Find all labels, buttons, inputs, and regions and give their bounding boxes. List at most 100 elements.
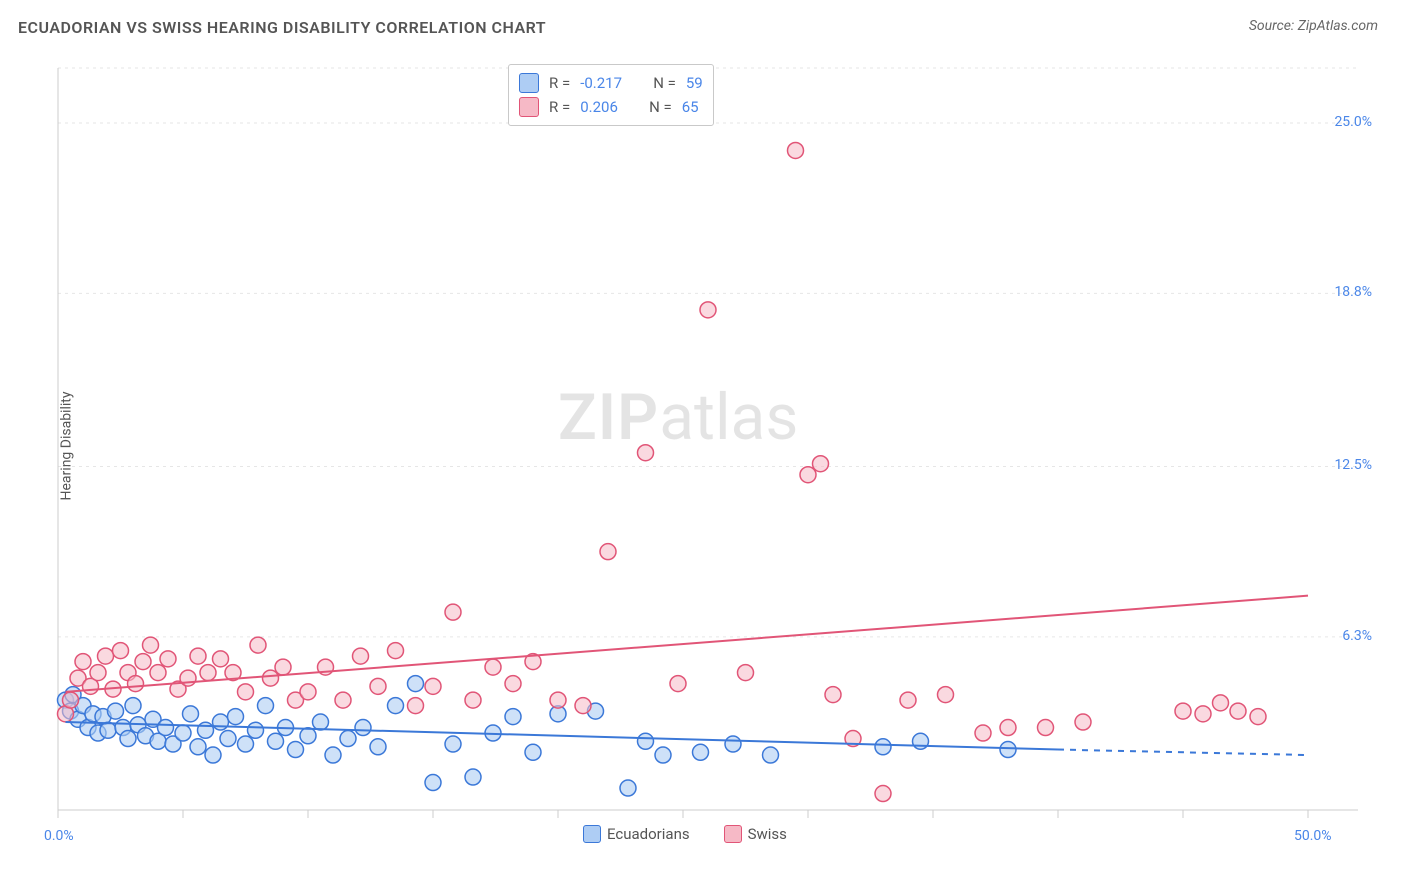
scatter-point bbox=[248, 722, 264, 738]
scatter-point bbox=[125, 698, 141, 714]
scatter-point bbox=[340, 731, 356, 747]
scatter-point bbox=[700, 302, 716, 318]
scatter-point bbox=[238, 736, 254, 752]
scatter-point bbox=[800, 467, 816, 483]
chart-title: ECUADORIAN VS SWISS HEARING DISABILITY C… bbox=[18, 18, 546, 37]
scatter-point bbox=[388, 698, 404, 714]
scatter-point bbox=[370, 678, 386, 694]
stats-r-value: 0.206 bbox=[580, 95, 618, 119]
scatter-point bbox=[75, 654, 91, 670]
scatter-point bbox=[258, 698, 274, 714]
y-tick-label: 25.0% bbox=[1334, 114, 1372, 130]
stats-row: R = -0.217 N = 59 bbox=[519, 71, 703, 95]
scatter-point bbox=[158, 720, 174, 736]
scatter-point bbox=[190, 648, 206, 664]
scatter-point bbox=[485, 659, 501, 675]
scatter-point bbox=[213, 714, 229, 730]
scatter-point bbox=[425, 678, 441, 694]
legend-label: Ecuadorians bbox=[607, 825, 690, 843]
scatter-point bbox=[975, 725, 991, 741]
source-name: ZipAtlas.com bbox=[1298, 18, 1378, 34]
scatter-point bbox=[875, 786, 891, 802]
scatter-point bbox=[1230, 703, 1246, 719]
trend-line-extrap bbox=[1058, 750, 1308, 755]
correlation-stats-box: R = -0.217 N = 59R = 0.206 N = 65 bbox=[508, 64, 714, 126]
scatter-point bbox=[63, 692, 79, 708]
legend-swatch bbox=[519, 97, 539, 117]
scatter-point bbox=[150, 665, 166, 681]
scatter-point bbox=[98, 648, 114, 664]
scatter-point bbox=[638, 733, 654, 749]
scatter-point bbox=[875, 739, 891, 755]
scatter-point bbox=[670, 676, 686, 692]
scatter-point bbox=[228, 709, 244, 725]
scatter-point bbox=[1038, 720, 1054, 736]
scatter-point bbox=[1175, 703, 1191, 719]
scatter-point bbox=[913, 733, 929, 749]
stats-r-value: -0.217 bbox=[580, 71, 622, 95]
scatter-point bbox=[198, 722, 214, 738]
series-legend: EcuadoriansSwiss bbox=[583, 824, 821, 843]
scatter-point bbox=[575, 698, 591, 714]
scatter-point bbox=[90, 665, 106, 681]
scatter-point bbox=[900, 692, 916, 708]
scatter-point bbox=[738, 665, 754, 681]
scatter-point bbox=[1250, 709, 1266, 725]
y-tick-label: 6.3% bbox=[1342, 628, 1372, 644]
stats-n-value: 65 bbox=[682, 95, 699, 119]
scatter-point bbox=[1075, 714, 1091, 730]
scatter-point bbox=[1195, 706, 1211, 722]
scatter-point bbox=[128, 676, 144, 692]
scatter-point bbox=[213, 651, 229, 667]
scatter-point bbox=[205, 747, 221, 763]
scatter-point bbox=[525, 744, 541, 760]
plot-area: ZIPatlas R = -0.217 N = 59R = 0.206 N = … bbox=[48, 60, 1378, 852]
scatter-point bbox=[288, 742, 304, 758]
scatter-point bbox=[190, 739, 206, 755]
scatter-point bbox=[220, 731, 236, 747]
scatter-point bbox=[238, 684, 254, 700]
scatter-point bbox=[620, 780, 636, 796]
legend-swatch bbox=[724, 825, 742, 843]
scatter-point bbox=[108, 703, 124, 719]
scatter-point bbox=[408, 676, 424, 692]
scatter-point bbox=[250, 637, 266, 653]
scatter-point bbox=[1213, 695, 1229, 711]
x-tick-label: 0.0% bbox=[44, 828, 74, 844]
scatter-point bbox=[135, 654, 151, 670]
scatter-point bbox=[160, 651, 176, 667]
scatter-point bbox=[300, 684, 316, 700]
scatter-point bbox=[788, 142, 804, 158]
source-attribution: Source: ZipAtlas.com bbox=[1249, 18, 1378, 34]
scatter-point bbox=[550, 692, 566, 708]
scatter-point bbox=[693, 744, 709, 760]
legend-swatch bbox=[519, 73, 539, 93]
x-tick-label: 50.0% bbox=[1294, 828, 1332, 844]
stats-row: R = 0.206 N = 65 bbox=[519, 95, 703, 119]
scatter-point bbox=[600, 544, 616, 560]
scatter-point bbox=[465, 769, 481, 785]
scatter-point bbox=[388, 643, 404, 659]
scatter-point bbox=[300, 728, 316, 744]
scatter-point bbox=[1000, 720, 1016, 736]
scatter-point bbox=[175, 725, 191, 741]
stats-n-label: N = bbox=[653, 71, 676, 95]
scatter-point bbox=[813, 456, 829, 472]
stats-r-label: R = bbox=[549, 71, 570, 95]
stats-n-label: N = bbox=[649, 95, 672, 119]
scatter-point bbox=[445, 604, 461, 620]
chart-container: { "title": "ECUADORIAN VS SWISS HEARING … bbox=[0, 0, 1406, 892]
scatter-point bbox=[505, 676, 521, 692]
scatter-point bbox=[370, 739, 386, 755]
scatter-point bbox=[725, 736, 741, 752]
scatter-point bbox=[325, 747, 341, 763]
scatter-point bbox=[263, 670, 279, 686]
scatter-point bbox=[100, 722, 116, 738]
scatter-point bbox=[355, 720, 371, 736]
scatter-point bbox=[505, 709, 521, 725]
scatter-point bbox=[655, 747, 671, 763]
scatter-point bbox=[143, 637, 159, 653]
scatter-point bbox=[1000, 742, 1016, 758]
scatter-point bbox=[113, 643, 129, 659]
scatter-point bbox=[313, 714, 329, 730]
